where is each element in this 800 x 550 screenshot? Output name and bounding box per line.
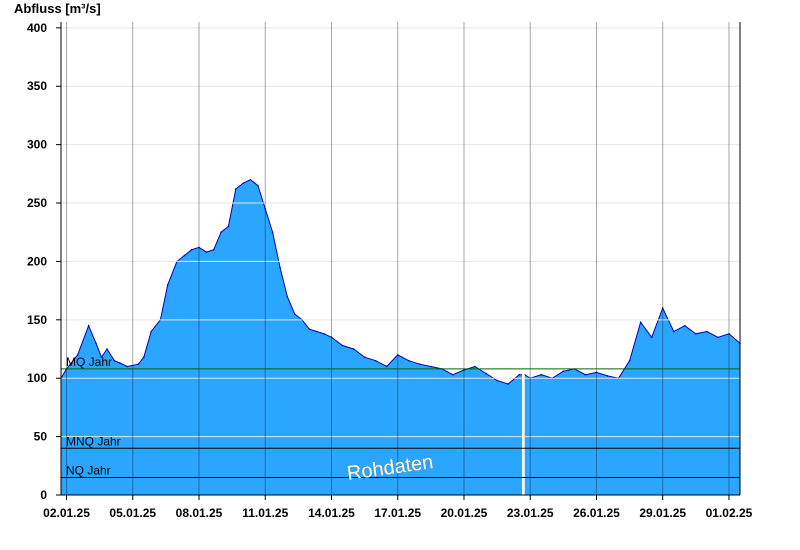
data-point-43 [408, 359, 410, 362]
data-point-40 [374, 359, 377, 362]
data-point-34 [316, 330, 318, 333]
y-tick-label-250: 250 [27, 196, 47, 210]
x-tick-label-5: 17.01.25 [374, 506, 421, 520]
data-point-56 [540, 373, 543, 376]
data-point-27 [264, 208, 267, 210]
data-point-35 [323, 333, 325, 335]
x-tick-label-8: 26.01.25 [573, 506, 620, 520]
data-gap [521, 372, 525, 495]
data-point-64 [628, 359, 631, 362]
x-tick-label-4: 14.01.25 [308, 506, 355, 520]
y-tick-label-300: 300 [27, 138, 47, 152]
y-tick-label-150: 150 [27, 313, 47, 327]
data-point-31 [293, 313, 296, 315]
y-tick-label-0: 0 [40, 488, 47, 502]
data-point-39 [363, 356, 366, 359]
data-point-37 [341, 344, 344, 347]
ref-label-mnq-jahr: MNQ Jahr [66, 434, 121, 448]
data-point-3 [87, 324, 90, 327]
data-point-66 [650, 336, 653, 339]
data-point-20 [212, 248, 215, 251]
grid [61, 22, 740, 495]
data-point-9 [126, 365, 128, 368]
data-point-42 [396, 354, 399, 356]
data-point-58 [562, 370, 565, 373]
data-point-36 [330, 336, 333, 339]
y-tick-label-400: 400 [27, 21, 47, 35]
data-point-52 [507, 383, 509, 385]
data-point-4 [95, 342, 97, 345]
x-tick-label-3: 11.01.25 [242, 506, 288, 520]
x-tick-label-10: 01.02.25 [706, 506, 753, 520]
reference-lines: MQ Jahr MNQ Jahr NQ Jahr [61, 355, 740, 478]
data-point-18 [198, 246, 200, 249]
data-point-25 [249, 178, 252, 181]
data-point-61 [595, 371, 598, 374]
data-point-49 [474, 365, 476, 368]
data-point-17 [190, 248, 193, 251]
y-axis-ticks: 0 50 100 150 200 250 300 350 400 [27, 21, 61, 502]
data-point-71 [706, 330, 708, 333]
data-point-8 [119, 362, 121, 364]
data-point-72 [717, 336, 719, 339]
ref-label-nq-jahr: NQ Jahr [66, 463, 111, 477]
axes [60, 22, 741, 496]
data-point-45 [430, 365, 432, 368]
x-axis-ticks: 02.01.25 05.01.25 08.01.25 11.01.25 14.01.25… [43, 495, 753, 520]
data-point-50 [485, 372, 487, 375]
data-point-68 [673, 330, 675, 333]
data-point-69 [684, 324, 686, 327]
x-tick-label-9: 29.01.25 [639, 506, 686, 520]
x-tick-label-0: 02.01.25 [43, 506, 90, 520]
data-point-21 [220, 231, 222, 233]
data-point-62 [606, 375, 609, 377]
x-tick-label-1: 05.01.25 [109, 506, 156, 520]
y-tick-label-200: 200 [27, 254, 47, 268]
x-tick-label-7: 23.01.25 [507, 506, 554, 520]
x-tick-label-6: 20.01.25 [441, 506, 488, 520]
data-point-30 [286, 295, 289, 298]
data-point-29 [279, 266, 281, 269]
data-point-33 [308, 328, 311, 331]
data-point-41 [385, 365, 388, 368]
y-axis-title: Abfluss [m³/s] [14, 1, 101, 16]
y-tick-label-50: 50 [34, 430, 48, 444]
data-point-10 [137, 363, 140, 366]
data-point-7 [113, 359, 116, 362]
y-tick-label-350: 350 [27, 79, 47, 93]
data-point-22 [227, 225, 230, 228]
data-point-60 [584, 373, 587, 376]
data-point-16 [183, 254, 186, 257]
ref-label-mq-jahr: MQ Jahr [66, 355, 112, 369]
data-point-51 [496, 379, 498, 382]
data-point-14 [166, 284, 169, 286]
data-point-70 [695, 333, 697, 335]
data-point-73 [728, 333, 730, 335]
data-point-6 [106, 348, 108, 350]
data-point-2 [76, 354, 79, 356]
data-point-67 [661, 307, 664, 309]
area-layer [60, 178, 741, 495]
x-tick-label-2: 08.01.25 [176, 506, 223, 520]
y-tick-label-100: 100 [27, 371, 47, 385]
data-point-44 [419, 363, 421, 366]
gap-marker [521, 372, 525, 495]
data-point-19 [205, 251, 208, 253]
data-point-28 [271, 231, 274, 233]
data-point-11 [143, 356, 145, 359]
data-point-47 [452, 373, 454, 376]
data-point-26 [257, 184, 259, 187]
discharge-area [61, 179, 740, 495]
data-point-48 [463, 369, 465, 371]
data-point-23 [235, 188, 237, 190]
data-point-24 [242, 182, 244, 184]
data-point-65 [639, 321, 642, 324]
data-point-38 [352, 348, 355, 350]
data-point-5 [100, 356, 103, 359]
data-point-12 [150, 330, 152, 333]
data-point-53 [518, 373, 520, 376]
